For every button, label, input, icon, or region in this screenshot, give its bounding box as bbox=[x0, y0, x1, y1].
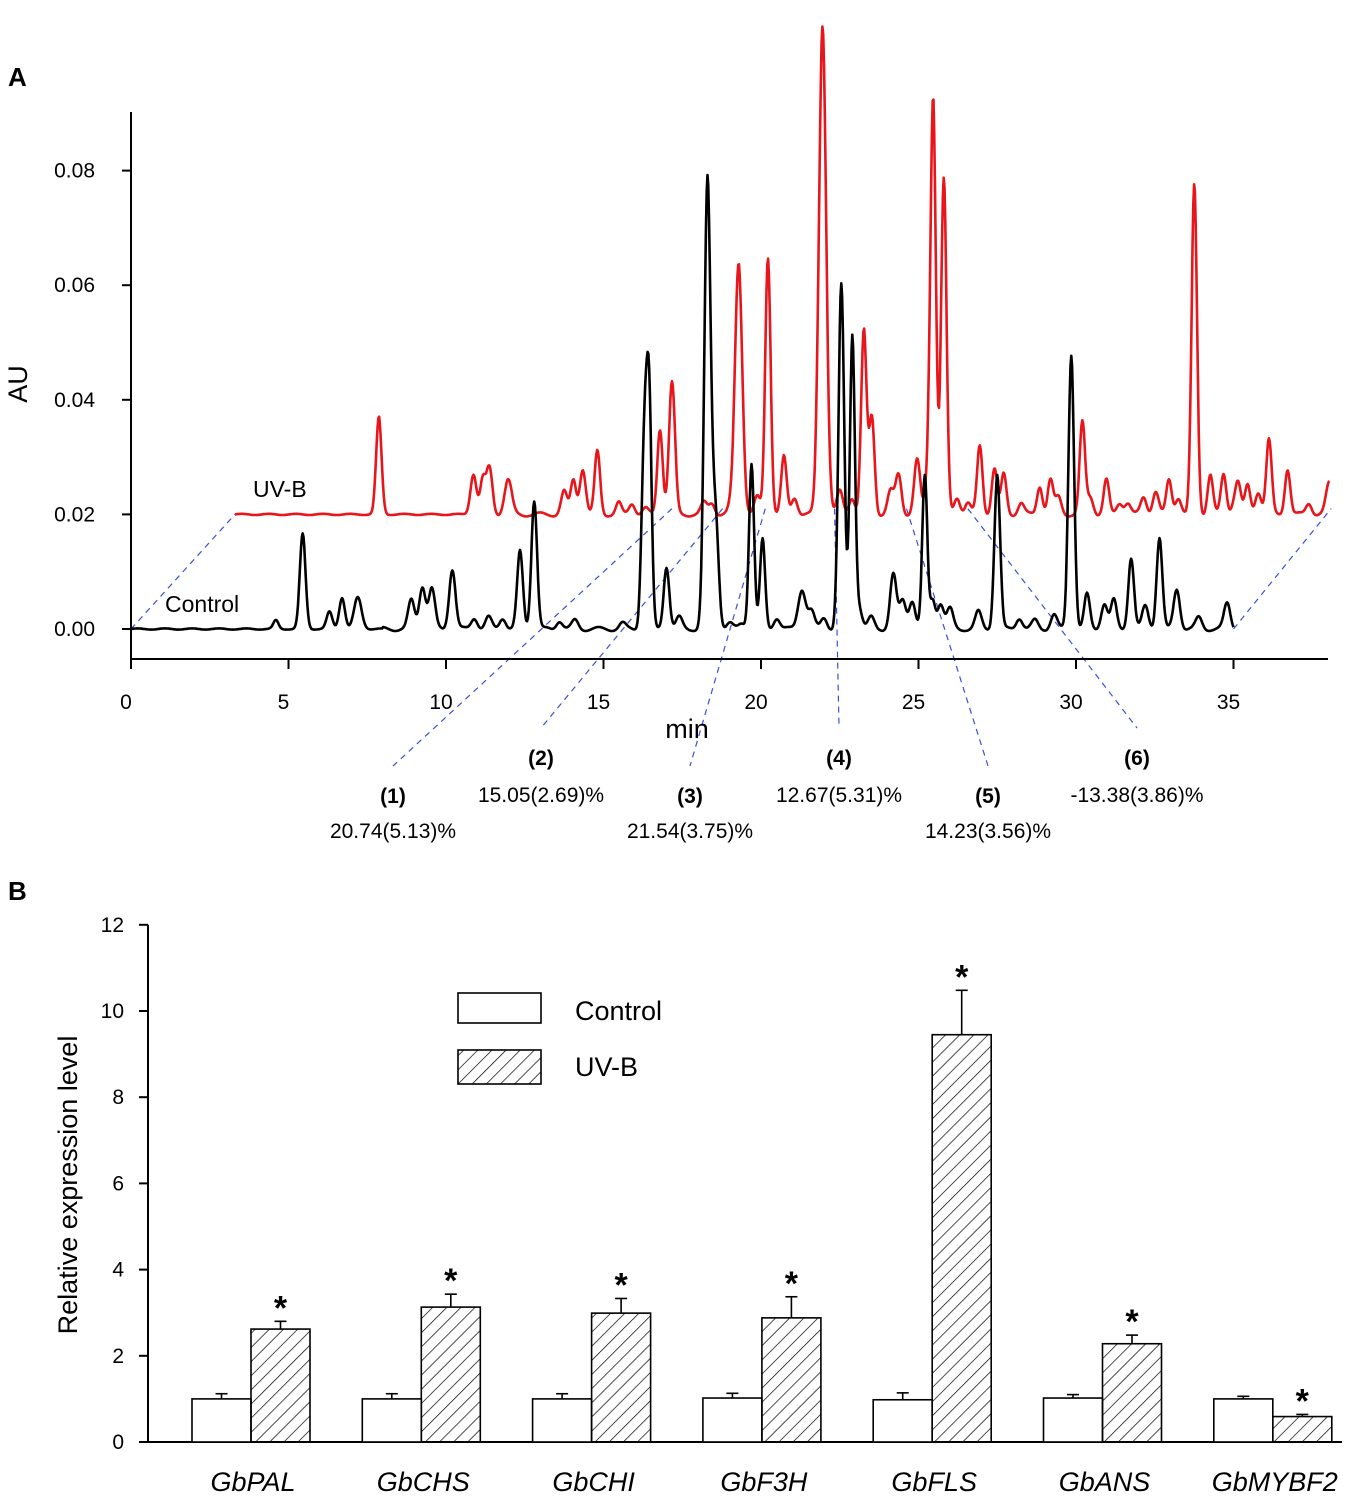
panel-a: A UV-B Control 0.00 0.02 0.04 0.06 0.08 0 5 10… bbox=[3, 25, 1332, 843]
guide-end bbox=[1233, 508, 1332, 630]
bar-uvb-GbFLS bbox=[931, 1033, 993, 1443]
legend-uvb-label: UV-B bbox=[575, 1052, 638, 1082]
significance-star-GbF3H: * bbox=[785, 1265, 799, 1303]
annotation-6-value: -13.38(3.86)% bbox=[1070, 784, 1203, 807]
annotation-3-id: (3) bbox=[677, 785, 703, 808]
annotation-4-id: (4) bbox=[826, 747, 852, 770]
panel-a-x-tick-label: 35 bbox=[1217, 691, 1240, 714]
panel-a-y-tick-label: 0.00 bbox=[54, 618, 95, 641]
category-label-GbF3H: GbF3H bbox=[720, 1467, 808, 1497]
panel-b-y-tick-label: 6 bbox=[112, 1172, 124, 1195]
panel-a-y-axis-title: AU bbox=[3, 365, 33, 403]
panel-b-bars: * * * * * * * bbox=[191, 958, 1333, 1443]
significance-star-GbPAL: * bbox=[274, 1289, 288, 1327]
bar-control-GbCHS bbox=[361, 1398, 423, 1443]
panel-b-y-tick-label: 2 bbox=[112, 1345, 124, 1368]
panel-b-categories: GbPAL GbCHS GbCHI GbF3H GbFLS GbANS GbMYBF2 bbox=[210, 1467, 1337, 1497]
bar-uvb-GbMYBF2 bbox=[1272, 1415, 1333, 1443]
panel-b-legend: Control UV-B bbox=[457, 992, 662, 1085]
panel-a-guides bbox=[130, 508, 1332, 767]
panel-a-x-tick-label: 30 bbox=[1059, 691, 1082, 714]
bar-control-GbCHI bbox=[531, 1398, 593, 1443]
panel-a-x-axis-title: min bbox=[665, 714, 709, 744]
bar-uvb-GbCHS bbox=[420, 1306, 482, 1443]
panel-b-label: B bbox=[8, 876, 27, 906]
significance-star-GbMYBF2: * bbox=[1296, 1382, 1310, 1420]
annotation-5-value: 14.23(3.56)% bbox=[925, 820, 1051, 843]
peak-annotations: (1) 20.74(5.13)% (2) 15.05(2.69)% (3) 21… bbox=[330, 747, 1204, 843]
panel-a-x-tick-label: 0 bbox=[120, 691, 132, 714]
panel-b-y-tick-label: 12 bbox=[101, 914, 124, 937]
annotation-1-value: 20.74(5.13)% bbox=[330, 820, 456, 843]
guide-annotation-2 bbox=[540, 508, 724, 729]
panel-b-y-tick-label: 10 bbox=[101, 1000, 124, 1023]
significance-star-GbANS: * bbox=[1125, 1303, 1139, 1341]
bar-uvb-GbPAL bbox=[250, 1328, 311, 1443]
legend-control-label: Control bbox=[575, 996, 662, 1026]
uvb-series-label: UV-B bbox=[253, 476, 307, 502]
legend-control-swatch bbox=[457, 992, 542, 1024]
panel-a-y-tick-label: 0.04 bbox=[54, 389, 95, 412]
panel-b-y-tick-label: 8 bbox=[112, 1086, 124, 1109]
category-label-GbMYBF2: GbMYBF2 bbox=[1212, 1467, 1338, 1497]
annotation-2-value: 15.05(2.69)% bbox=[478, 784, 604, 807]
guide-annotation-3 bbox=[689, 508, 766, 767]
bar-control-GbANS bbox=[1042, 1397, 1104, 1443]
panel-a-x-axis: 0 5 10 15 20 25 30 35 bbox=[120, 658, 1328, 714]
bar-control-GbF3H bbox=[702, 1397, 763, 1443]
control-series-label: Control bbox=[165, 591, 239, 617]
panel-a-label: A bbox=[8, 62, 27, 92]
guide-start bbox=[130, 513, 236, 630]
category-label-GbANS: GbANS bbox=[1059, 1467, 1151, 1497]
significance-star-GbFLS: * bbox=[955, 958, 969, 996]
panel-b-y-tick-label: 0 bbox=[112, 1431, 124, 1454]
significance-star-GbCHI: * bbox=[614, 1266, 628, 1304]
annotation-5-id: (5) bbox=[975, 785, 1001, 808]
bar-control-GbPAL bbox=[191, 1398, 252, 1443]
panel-a-x-tick-label: 10 bbox=[429, 691, 452, 714]
panel-b-y-axis-title: Relative expression level bbox=[53, 1036, 83, 1335]
panel-a-y-tick-label: 0.06 bbox=[54, 274, 95, 297]
annotation-3-value: 21.54(3.75)% bbox=[627, 820, 753, 843]
annotation-1-id: (1) bbox=[380, 785, 406, 808]
guide-annotation-6 bbox=[967, 508, 1138, 729]
bar-uvb-GbCHI bbox=[590, 1312, 652, 1443]
bar-control-GbMYBF2 bbox=[1213, 1398, 1274, 1443]
category-label-GbPAL: GbPAL bbox=[210, 1467, 295, 1497]
panel-a-y-axis: 0.00 0.02 0.04 0.06 0.08 bbox=[54, 112, 132, 659]
panel-a-y-tick-label: 0.08 bbox=[54, 160, 95, 183]
legend-uvb-swatch bbox=[457, 1049, 542, 1085]
bar-uvb-GbANS bbox=[1101, 1342, 1163, 1443]
guide-annotation-1 bbox=[392, 508, 673, 767]
annotation-4-value: 12.67(5.31)% bbox=[776, 784, 902, 807]
panel-a-x-tick-label: 5 bbox=[278, 691, 290, 714]
annotation-2-id: (2) bbox=[528, 747, 554, 770]
panel-a-x-tick-label: 15 bbox=[587, 691, 610, 714]
panel-a-x-tick-label: 20 bbox=[744, 691, 767, 714]
bar-uvb-GbF3H bbox=[761, 1317, 822, 1443]
panel-b-y-tick-label: 4 bbox=[112, 1259, 124, 1282]
control-chromatogram-line bbox=[130, 173, 1235, 633]
uvb-chromatogram-line bbox=[234, 25, 1331, 518]
guide-annotation-5 bbox=[905, 508, 989, 767]
category-label-GbCHS: GbCHS bbox=[377, 1467, 470, 1497]
panel-a-x-tick-label: 25 bbox=[902, 691, 925, 714]
bar-control-GbFLS bbox=[872, 1398, 934, 1443]
annotation-6-id: (6) bbox=[1124, 747, 1150, 770]
category-label-GbFLS: GbFLS bbox=[891, 1467, 977, 1497]
significance-star-GbCHS: * bbox=[444, 1262, 458, 1300]
panel-a-y-tick-label: 0.02 bbox=[54, 503, 95, 526]
category-label-GbCHI: GbCHI bbox=[552, 1467, 635, 1497]
